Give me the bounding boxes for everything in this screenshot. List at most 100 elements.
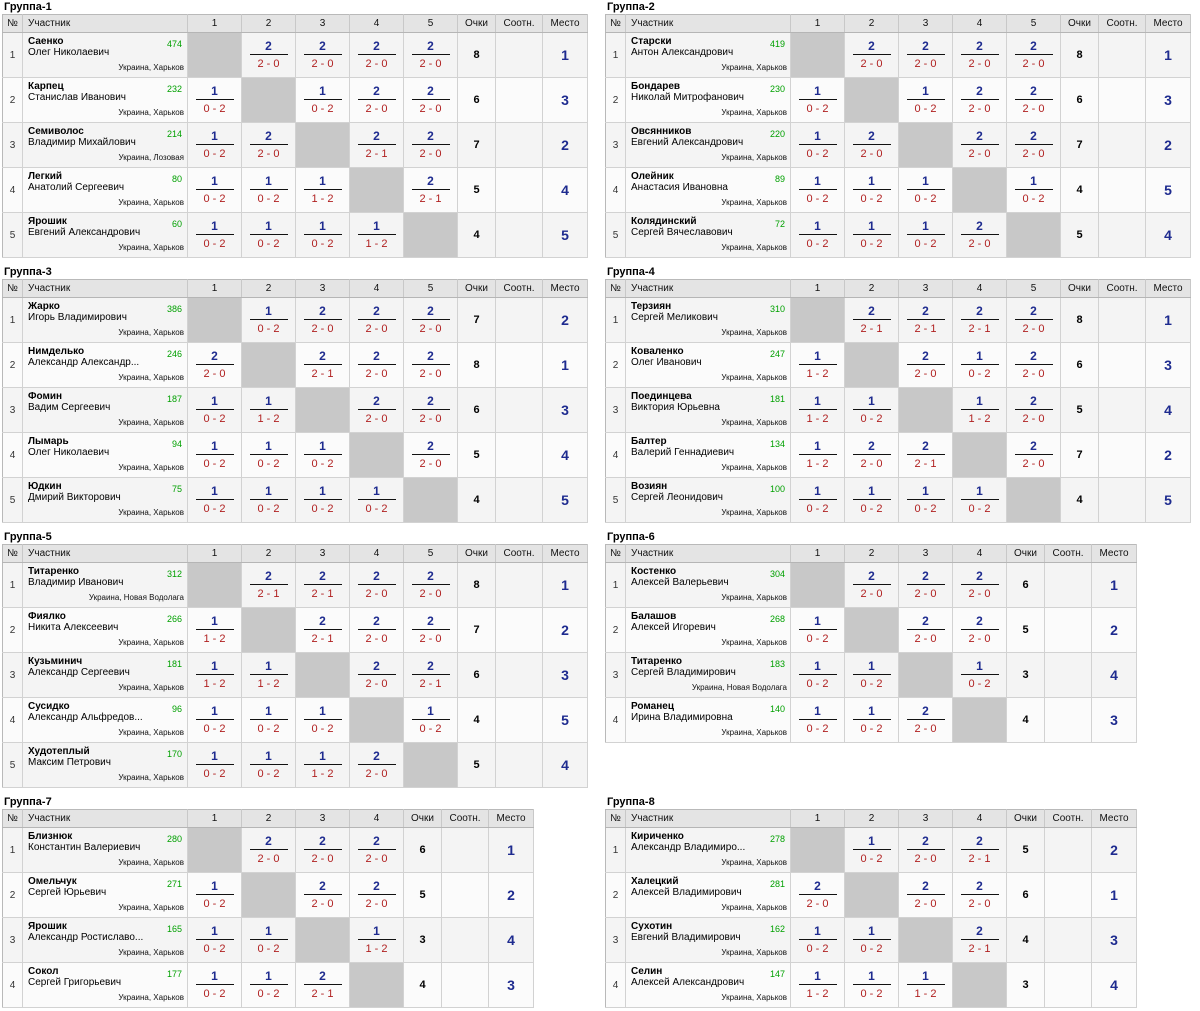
ratio-cell	[495, 167, 543, 213]
group-panel: Группа-5 № Участник 1 2 3 4 5 Очки Соотн. Место 1 Ти…	[2, 530, 588, 788]
match-cell: 2 2 - 0	[1006, 32, 1061, 78]
self-match-cell	[790, 562, 845, 608]
match-points: 2	[906, 704, 945, 720]
match-result: 2 2 - 0	[404, 388, 457, 432]
match-result: 1 0 - 2	[188, 918, 241, 962]
player-cell: Фиялко Никита Алексеевич 266 Украина, Харьк…	[22, 607, 188, 653]
match-cell: 1 1 - 2	[241, 652, 296, 698]
header-row: № Участник 1 2 3 4 Очки Соотн. Место	[605, 809, 1137, 828]
match-cell: 2 2 - 0	[952, 122, 1007, 168]
match-cell: 2 2 - 1	[241, 562, 296, 608]
player-surname: Селин	[631, 966, 663, 977]
total-points: 7	[1060, 122, 1099, 168]
player-rating: 281	[769, 879, 785, 889]
self-match-cell	[349, 432, 404, 478]
player-surname: Бондарев	[631, 81, 681, 92]
match-cell: 1 1 - 2	[349, 212, 404, 258]
final-place: 4	[1145, 212, 1191, 258]
col-header-num: №	[605, 544, 626, 563]
col-header-opponent: 1	[187, 14, 242, 33]
match-points: 2	[960, 924, 999, 940]
match-result: 1 0 - 2	[845, 478, 898, 522]
match-score: 2 - 0	[419, 413, 442, 425]
player-rating: 147	[769, 969, 785, 979]
match-score: 0 - 2	[860, 723, 883, 735]
total-points: 6	[1006, 872, 1045, 918]
match-result: 2 2 - 0	[899, 343, 952, 387]
total-points: 4	[403, 962, 442, 1008]
match-points: 2	[960, 879, 999, 895]
match-result: 2 2 - 0	[350, 78, 403, 122]
col-header-opponent: 1	[790, 279, 845, 298]
ratio-cell	[495, 432, 543, 478]
self-match-cell	[403, 742, 458, 788]
total-points: 4	[1060, 477, 1099, 523]
final-place: 1	[542, 32, 588, 78]
match-result: 2 2 - 1	[296, 343, 349, 387]
match-points: 2	[411, 659, 450, 675]
player-surname: Фиялко	[28, 611, 66, 622]
match-points: 1	[906, 969, 945, 985]
match-result: 1 0 - 2	[188, 168, 241, 212]
match-cell: 1 0 - 2	[844, 827, 899, 873]
match-cell: 1 0 - 2	[844, 697, 899, 743]
match-cell: 1 0 - 2	[403, 697, 458, 743]
player-row: 3 Ярошик Александр Ростиславо... 165 Украина…	[2, 917, 534, 963]
final-place: 5	[1145, 167, 1191, 213]
match-result: 2 2 - 1	[404, 653, 457, 697]
col-header-opponent: 3	[295, 809, 350, 828]
total-points: 5	[457, 432, 496, 478]
match-cell: 2 2 - 0	[952, 607, 1007, 653]
match-score: 0 - 2	[203, 413, 226, 425]
match-score: 0 - 2	[806, 503, 829, 515]
match-result: 1 0 - 2	[791, 478, 844, 522]
col-header-opponent: 2	[844, 279, 899, 298]
match-cell: 1 1 - 2	[898, 962, 953, 1008]
player-surname: Худотеплый	[28, 746, 90, 757]
player-firstname: Александр Владимиро...	[631, 842, 746, 853]
match-result: 1 0 - 2	[188, 963, 241, 1007]
match-points: 2	[852, 569, 891, 585]
match-points: 1	[303, 484, 342, 500]
player-cell: Карпец Станислав Иванович 232 Украина, Харь…	[22, 77, 188, 123]
match-score: 1 - 2	[311, 193, 334, 205]
match-result: 1 1 - 2	[350, 918, 403, 962]
player-firstname: Алексей Владимирович	[631, 887, 742, 898]
player-surname: Коваленко	[631, 346, 684, 357]
self-match-cell	[349, 167, 404, 213]
match-score: 0 - 2	[257, 723, 280, 735]
match-result: 1 1 - 2	[242, 388, 295, 432]
group-panel: Группа-8 № Участник 1 2 3 4 Очки Соотн. Место 1 Кир…	[605, 795, 1137, 1008]
total-points: 6	[1006, 562, 1045, 608]
match-result: 1 0 - 2	[953, 343, 1006, 387]
match-points: 2	[303, 39, 342, 55]
row-number: 3	[2, 652, 23, 698]
match-score: 2 - 0	[419, 323, 442, 335]
col-header-player: Участник	[22, 544, 188, 563]
player-cell: Овсянников Евгений Александрович 220 Украин…	[625, 122, 791, 168]
player-cell: Балашов Алексей Игоревич 268 Украина, Харьк…	[625, 607, 791, 653]
col-header-num: №	[605, 279, 626, 298]
player-surname: Ярошик	[28, 216, 67, 227]
match-points: 1	[195, 879, 234, 895]
final-place: 3	[488, 962, 534, 1008]
match-result: 1 1 - 2	[296, 743, 349, 787]
player-cell: Романец Ирина Владимировна 140 Украина, Хар…	[625, 697, 791, 743]
row-number: 3	[605, 652, 626, 698]
match-score: 2 - 0	[806, 898, 829, 910]
ratio-cell	[441, 872, 489, 918]
player-surname: Романец	[631, 701, 674, 712]
match-points: 2	[357, 834, 396, 850]
col-header-ratio: Соотн.	[441, 809, 489, 828]
ratio-cell	[1044, 827, 1092, 873]
player-rating: 96	[171, 704, 182, 714]
ratio-cell	[1098, 122, 1146, 168]
match-score: 0 - 2	[968, 678, 991, 690]
match-cell: 1 0 - 2	[187, 742, 242, 788]
match-points: 2	[303, 834, 342, 850]
match-score: 0 - 2	[257, 768, 280, 780]
ratio-cell	[1044, 962, 1092, 1008]
match-points: 1	[357, 484, 396, 500]
match-points: 2	[357, 304, 396, 320]
player-surname: Омельчук	[28, 876, 77, 887]
